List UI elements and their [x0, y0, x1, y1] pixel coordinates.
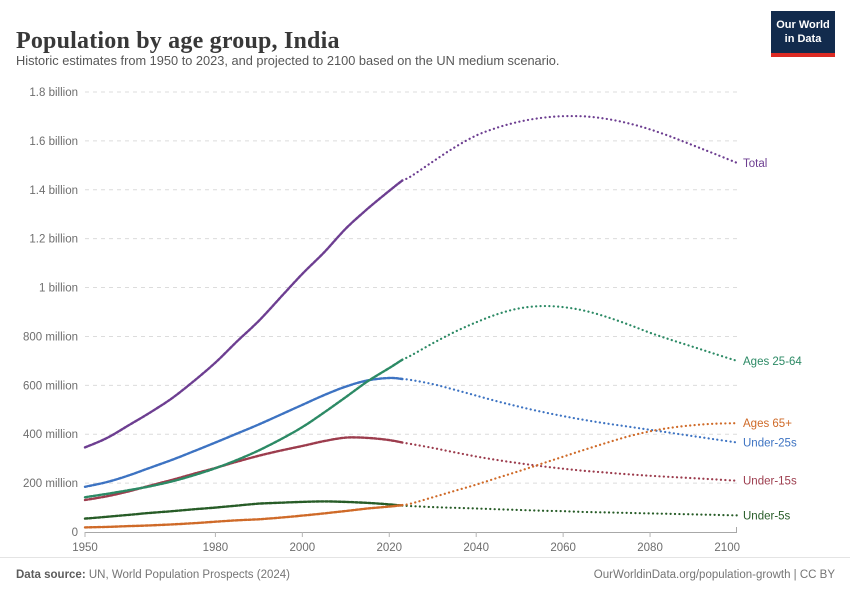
x-axis-label: 2060: [550, 542, 576, 554]
series-label-under-25s[interactable]: Under-25s: [743, 438, 797, 450]
y-axis-label: 800 million: [23, 331, 78, 343]
owid-logo-line1: Our World: [776, 19, 830, 31]
data-source-label: Data source:: [16, 569, 86, 581]
chart-footer: Data source: UN, World Population Prospe…: [0, 557, 850, 600]
y-axis-label: 200 million: [23, 478, 78, 490]
y-axis-label: 400 million: [23, 429, 78, 441]
series-line-total-projected[interactable]: [401, 114, 739, 182]
series-line-total-historic[interactable]: [83, 179, 404, 449]
series-line-under-25s-historic[interactable]: [83, 376, 404, 488]
owid-logo-stripe: [771, 52, 835, 57]
x-axis-label: 2100: [714, 542, 740, 554]
y-axis-label: 1.2 billion: [29, 234, 78, 246]
series-line-under-25s-projected[interactable]: [401, 377, 739, 444]
y-axis-label: 600 million: [23, 380, 78, 392]
x-axis-label: 1980: [203, 542, 229, 554]
x-axis-label: 2020: [376, 542, 402, 554]
x-axis-label: 1950: [72, 542, 98, 554]
series-label-under-15s[interactable]: Under-15s: [743, 476, 797, 488]
owid-logo-text: Our World in Data: [771, 11, 835, 53]
series-line-under-5s-projected[interactable]: [401, 504, 739, 517]
series-line-under-5s-historic[interactable]: [83, 500, 404, 520]
data-source-note: Data source: UN, World Population Prospe…: [16, 569, 290, 581]
series-label-under-5s[interactable]: Under-5s: [743, 510, 791, 522]
series-label-total[interactable]: Total: [743, 158, 767, 170]
series-label-ages-25-64[interactable]: Ages 25-64: [743, 356, 802, 368]
data-source-text: UN, World Population Prospects (2024): [85, 569, 290, 581]
series-line-under-15s-projected[interactable]: [401, 441, 739, 482]
owid-logo[interactable]: Our World in Data: [771, 11, 835, 57]
series-line-ages-65--projected[interactable]: [401, 422, 739, 507]
y-axis-label: 1.4 billion: [29, 185, 78, 197]
y-axis-label: 1 billion: [39, 283, 78, 295]
y-axis-label: 1.8 billion: [29, 87, 78, 99]
series-line-ages-65--historic[interactable]: [83, 503, 404, 529]
chart-title: Population by age group, India: [16, 28, 340, 55]
series-line-ages-25-64-projected[interactable]: [401, 304, 739, 362]
owid-citation-link[interactable]: OurWorldinData.org/population-growth | C…: [593, 569, 835, 581]
y-axis-label: 1.6 billion: [29, 136, 78, 148]
x-axis-label: 2000: [290, 542, 316, 554]
x-axis-label: 2080: [637, 542, 663, 554]
series-label-ages-65-[interactable]: Ages 65+: [743, 418, 792, 430]
chart-subtitle: Historic estimates from 1950 to 2023, an…: [16, 53, 560, 68]
owid-logo-line2: in Data: [784, 33, 822, 46]
x-axis-label: 2040: [463, 542, 489, 554]
series-line-ages-25-64-historic[interactable]: [83, 358, 404, 499]
y-axis-label: 0: [72, 527, 78, 539]
